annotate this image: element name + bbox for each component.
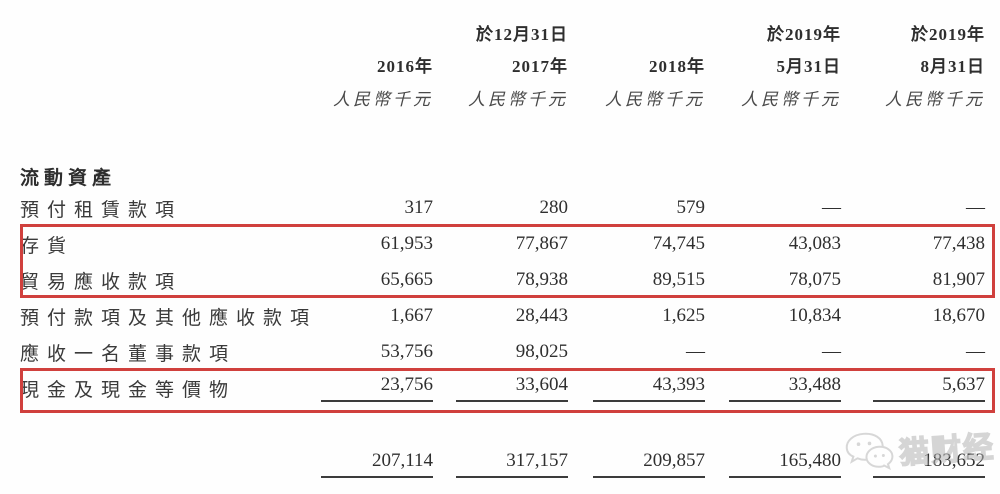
header-empty-cell (320, 16, 433, 48)
value-cell: 23,756 (320, 370, 433, 406)
value-cell: — (686, 341, 705, 362)
wechat-bubbles-icon (845, 432, 894, 471)
header-empty-cell (20, 16, 320, 48)
row-label: 應收一名董事款項 (20, 343, 237, 365)
table-row-due-from-director: 應收一名董事款項 53,756 98,025 — — — (20, 334, 985, 370)
value-cell: 65,665 (380, 269, 433, 290)
header-empty-cell (20, 48, 320, 81)
underlined-total: 317,157 (456, 450, 568, 478)
table-row-total: 207,114 317,157 209,857 165,480 183,652 (20, 444, 985, 484)
table-row-prepaid-lease: 預付租賃款項 317 280 579 — — (20, 190, 985, 226)
value-cell: 78,075 (788, 269, 841, 290)
value-cell: — (966, 341, 985, 362)
watermark-text: 猫财经 (897, 430, 997, 471)
row-label: 現金及現金等價物 (20, 379, 237, 401)
underlined-value: 43,393 (593, 374, 705, 402)
watermark: 猫财经 (842, 421, 997, 477)
value-cell: 53,756 (380, 341, 433, 362)
value-cell: 317 (404, 197, 434, 218)
total-cell: 317,157 (433, 444, 568, 484)
value-cell: — (822, 197, 841, 218)
header-group-2019-may: 於2019年 (767, 24, 841, 44)
row-label: 貿易應收款項 (20, 271, 183, 293)
underlined-total: 209,857 (593, 450, 705, 478)
value-cell: 78,938 (515, 269, 568, 290)
table-row-inventories: 存貨 61,953 77,867 74,745 43,083 77,438 (20, 226, 985, 262)
unit-label: 人民幣千元 (333, 89, 433, 109)
unit-label: 人民幣千元 (741, 89, 841, 109)
underlined-value: 5,637 (873, 374, 985, 402)
value-cell: 98,025 (515, 341, 568, 362)
row-label: 存貨 (20, 235, 75, 257)
header-year-2018: 2018年 (649, 57, 705, 76)
current-assets-table: 於12月31日 於2019年 於2019年 2016年 2017年 2018年 … (20, 16, 985, 484)
unit-label: 人民幣千元 (605, 89, 705, 109)
spacer-row (20, 113, 985, 162)
value-cell: 89,515 (652, 269, 705, 290)
value-cell: 33,488 (705, 370, 841, 406)
underlined-value: 33,488 (729, 374, 841, 402)
unit-label: 人民幣千元 (885, 89, 985, 109)
value-cell: 1,667 (390, 305, 433, 326)
header-empty-cell (20, 81, 320, 113)
value-cell: 61,953 (380, 233, 433, 254)
row-label-empty (20, 444, 320, 484)
total-cell: 165,480 (705, 444, 841, 484)
row-label: 預付租賃款項 (20, 199, 183, 221)
header-year-2017: 2017年 (512, 57, 568, 76)
value-cell: 280 (539, 197, 569, 218)
value-cell: 77,867 (515, 233, 568, 254)
value-cell: — (822, 341, 841, 362)
header-unit-row: 人民幣千元 人民幣千元 人民幣千元 人民幣千元 人民幣千元 (20, 81, 985, 113)
value-cell: 81,907 (932, 269, 985, 290)
spacer-row (20, 406, 985, 444)
header-date-may31: 5月31日 (776, 57, 841, 76)
row-label: 預付款項及其他應收款項 (20, 307, 318, 329)
total-cell: 207,114 (320, 444, 433, 484)
total-cell: 209,857 (568, 444, 705, 484)
header-date-aug31: 8月31日 (920, 57, 985, 76)
value-cell: 33,604 (433, 370, 568, 406)
value-cell: 579 (676, 197, 706, 218)
value-cell: 43,083 (788, 233, 841, 254)
header-year-2016: 2016年 (377, 57, 433, 76)
section-title: 流動資產 (20, 168, 117, 189)
underlined-total: 165,480 (729, 450, 841, 478)
value-cell: 28,443 (515, 305, 568, 326)
value-cell: — (966, 197, 985, 218)
header-group-row: 於12月31日 於2019年 於2019年 (20, 16, 985, 48)
value-cell: 18,670 (932, 305, 985, 326)
value-cell: 74,745 (652, 233, 705, 254)
unit-label: 人民幣千元 (468, 89, 568, 109)
section-header-row: 流動資產 (20, 162, 985, 190)
value-cell: 5,637 (841, 370, 985, 406)
value-cell: 1,625 (662, 305, 705, 326)
header-group-dec31: 於12月31日 (476, 24, 568, 44)
underlined-total: 183,652 (873, 450, 985, 478)
total-cell: 183,652 (841, 444, 985, 484)
table-row-cash-equivalents: 現金及現金等價物 23,756 33,604 43,393 33,488 5,6… (20, 370, 985, 406)
underlined-total: 207,114 (321, 450, 433, 478)
underlined-value: 23,756 (321, 374, 433, 402)
table-row-prepayments-other: 預付款項及其他應收款項 1,667 28,443 1,625 10,834 18… (20, 298, 985, 334)
underlined-value: 33,604 (456, 374, 568, 402)
header-year-row: 2016年 2017年 2018年 5月31日 8月31日 (20, 48, 985, 81)
table-row-trade-receivables: 貿易應收款項 65,665 78,938 89,515 78,075 81,90… (20, 262, 985, 298)
header-group-2019-aug: 於2019年 (911, 24, 985, 44)
value-cell: 43,393 (568, 370, 705, 406)
value-cell: 77,438 (932, 233, 985, 254)
value-cell: 10,834 (788, 305, 841, 326)
header-empty-cell (568, 16, 705, 48)
